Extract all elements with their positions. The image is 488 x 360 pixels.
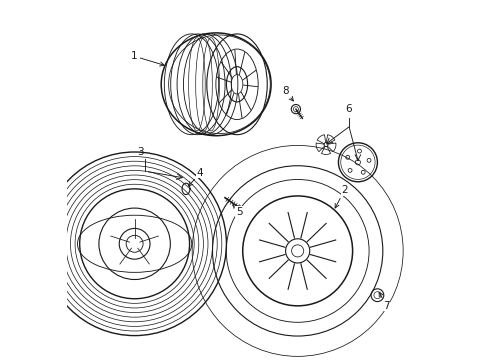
Text: 5: 5 <box>233 204 242 217</box>
Text: 4: 4 <box>188 168 203 186</box>
Text: 2: 2 <box>334 185 347 208</box>
Text: 6: 6 <box>345 104 352 114</box>
Text: 7: 7 <box>378 292 389 311</box>
Text: 8: 8 <box>282 86 293 101</box>
Text: 1: 1 <box>130 51 164 66</box>
Text: 3: 3 <box>137 147 143 157</box>
